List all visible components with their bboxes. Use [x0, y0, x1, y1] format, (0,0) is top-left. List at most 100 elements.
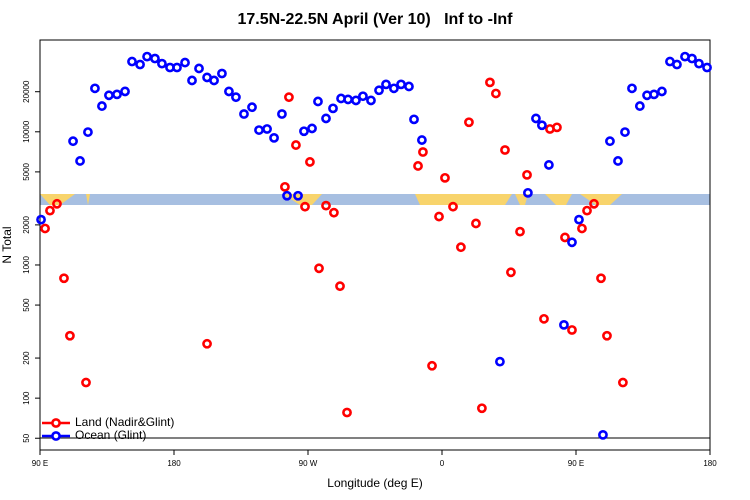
point	[150, 53, 160, 64]
x-tick-label: 180	[703, 459, 717, 468]
point	[531, 113, 541, 124]
point	[328, 103, 338, 114]
point	[291, 140, 301, 150]
point	[567, 237, 577, 248]
point	[559, 319, 569, 330]
point	[300, 201, 310, 212]
point	[40, 223, 50, 234]
point	[694, 58, 704, 69]
legend-label: Land (Nadir&Glint)	[75, 415, 174, 429]
point	[269, 132, 279, 143]
point	[381, 79, 391, 90]
point	[515, 226, 525, 237]
point	[187, 75, 197, 86]
point	[81, 377, 91, 388]
point	[404, 81, 414, 92]
point	[522, 169, 532, 180]
point	[396, 79, 406, 90]
point	[672, 59, 682, 70]
point	[427, 360, 437, 371]
chart-title: 17.5N-22.5N April (Ver 10) Inf to -Inf	[237, 11, 513, 28]
y-tick-label: 1000	[22, 256, 31, 274]
point	[127, 56, 137, 67]
point	[343, 94, 353, 105]
point	[172, 62, 182, 73]
point	[52, 198, 62, 209]
point	[485, 77, 495, 88]
point	[157, 58, 167, 69]
point	[239, 109, 249, 119]
point	[613, 156, 623, 166]
point	[180, 57, 190, 68]
point	[75, 156, 85, 166]
point	[537, 120, 547, 131]
point	[280, 181, 290, 192]
point	[413, 161, 423, 171]
point	[495, 356, 505, 367]
x-axis-label: Longitude (deg E)	[327, 476, 422, 490]
point	[305, 157, 315, 167]
point	[282, 190, 292, 201]
point	[342, 407, 352, 418]
point	[471, 218, 481, 229]
legend-marker	[51, 418, 61, 428]
plot-frame	[39, 39, 711, 451]
point	[634, 101, 645, 111]
point	[313, 96, 323, 107]
point	[194, 63, 204, 74]
point	[307, 123, 317, 134]
point	[500, 145, 510, 155]
point	[702, 62, 712, 73]
point	[135, 59, 145, 70]
point	[620, 127, 630, 137]
point	[440, 172, 450, 183]
point	[83, 127, 93, 137]
point	[335, 281, 345, 292]
point	[490, 88, 501, 99]
point	[314, 263, 324, 274]
point	[374, 85, 384, 96]
point	[112, 89, 122, 100]
point	[598, 429, 608, 440]
y-tick-label: 10000	[22, 120, 31, 143]
point	[477, 403, 487, 414]
point	[687, 53, 697, 64]
point	[358, 91, 368, 102]
point	[539, 313, 549, 324]
point	[104, 90, 114, 101]
point	[605, 136, 615, 147]
point	[416, 135, 427, 145]
y-axis-label: N Total	[0, 226, 14, 263]
point	[649, 89, 659, 100]
point	[247, 102, 257, 113]
point	[97, 101, 107, 111]
point	[293, 190, 303, 201]
y-tick-label: 5000	[22, 162, 31, 180]
x-tick-label: 90 W	[299, 459, 318, 468]
point	[299, 126, 309, 137]
point	[657, 86, 667, 97]
legend-marker	[51, 431, 61, 441]
point	[120, 86, 130, 97]
point	[523, 187, 533, 198]
point	[560, 232, 570, 243]
point	[262, 124, 272, 134]
point	[544, 160, 554, 170]
legend-label: Ocean (Glint)	[75, 428, 146, 442]
point	[434, 211, 444, 222]
point	[577, 223, 587, 234]
point	[418, 147, 428, 157]
point	[209, 75, 219, 86]
point	[464, 117, 474, 128]
point	[59, 273, 69, 284]
point	[36, 214, 46, 225]
point	[321, 200, 331, 211]
point	[602, 330, 612, 341]
point	[618, 377, 628, 388]
point	[142, 51, 152, 62]
point	[506, 267, 516, 278]
point	[596, 273, 606, 284]
point	[574, 214, 584, 225]
point	[409, 114, 419, 125]
